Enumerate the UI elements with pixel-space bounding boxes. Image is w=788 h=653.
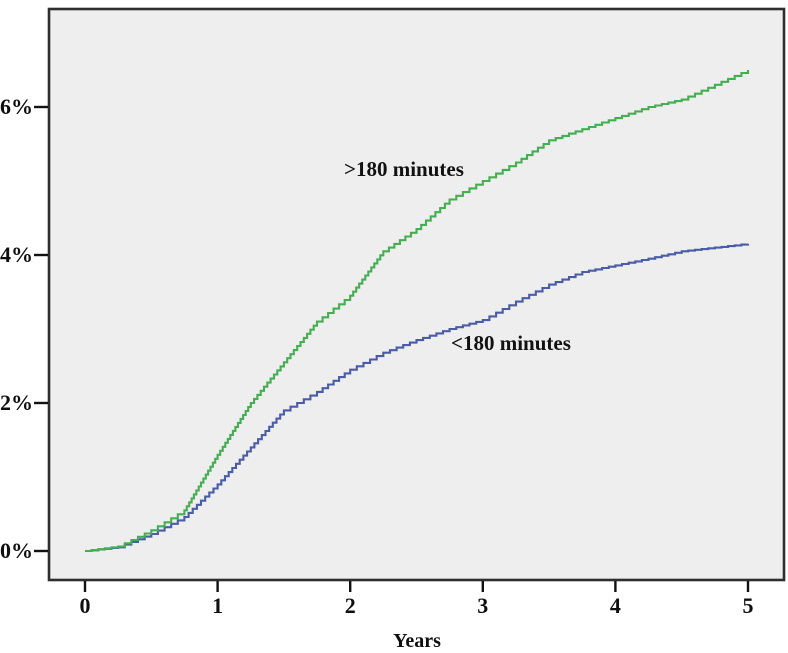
series-label-gt180: >180 minutes — [344, 157, 464, 181]
x-tick-label: 2 — [344, 593, 356, 618]
y-tick-label: 2% — [0, 390, 33, 415]
x-tick-label: 1 — [212, 593, 224, 618]
curve-lt180-minutes — [85, 243, 750, 553]
x-tick-label: 4 — [609, 593, 621, 618]
series-label-lt180: <180 minutes — [451, 331, 571, 355]
plot-panel — [47, 7, 786, 582]
y-tick-label: 6% — [0, 94, 33, 119]
y-tick-label: 0% — [0, 538, 33, 563]
x-tick-label: 0 — [79, 593, 91, 618]
curve-gt180-minutes — [85, 70, 750, 553]
x-axis-title: Years — [393, 630, 441, 652]
y-tick-label: 4% — [0, 242, 33, 267]
x-tick-label: 5 — [742, 593, 754, 618]
x-tick-label: 3 — [477, 593, 489, 618]
